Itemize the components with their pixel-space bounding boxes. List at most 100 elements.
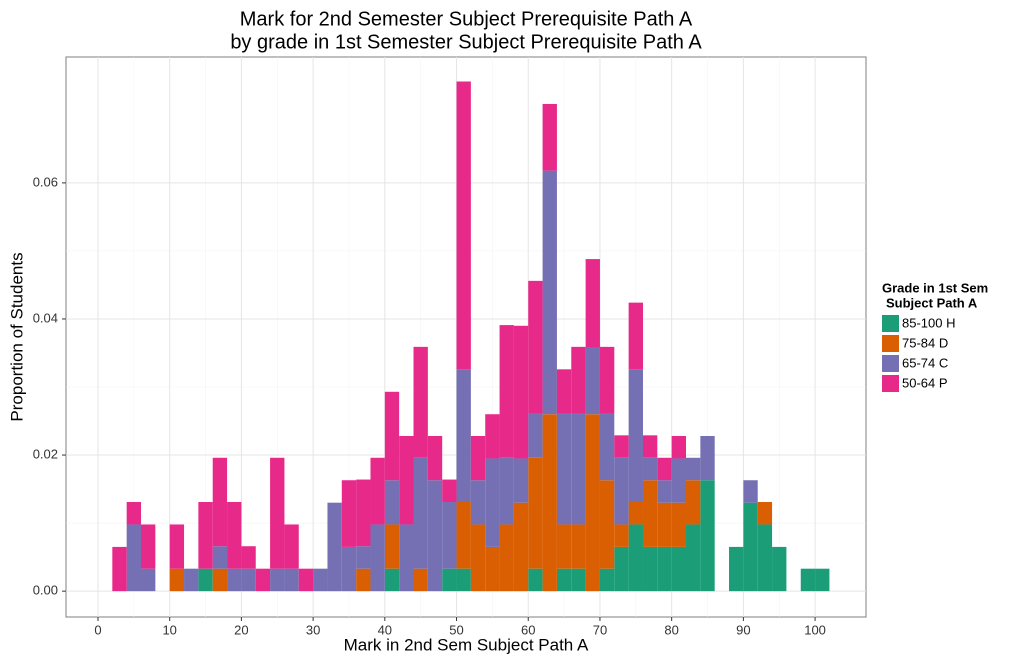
histogram-bar bbox=[686, 457, 701, 481]
histogram-bar bbox=[599, 346, 615, 414]
histogram-bar bbox=[757, 502, 773, 525]
histogram-bar bbox=[284, 524, 299, 569]
histogram-bar bbox=[513, 502, 529, 592]
histogram-bar bbox=[556, 524, 572, 569]
histogram-bar bbox=[528, 280, 543, 414]
histogram-bar bbox=[327, 502, 342, 592]
histogram-bar bbox=[399, 436, 414, 525]
histogram-bar bbox=[227, 568, 242, 592]
y-axis-title: Proportion of Students bbox=[7, 252, 26, 421]
histogram-bar bbox=[370, 457, 385, 525]
histogram-bar bbox=[198, 568, 213, 592]
histogram-bar bbox=[499, 457, 514, 525]
histogram-bar bbox=[571, 568, 586, 592]
histogram-bar bbox=[800, 568, 816, 592]
histogram-bar bbox=[599, 480, 615, 569]
histogram-bar bbox=[542, 414, 557, 592]
histogram-bar bbox=[169, 524, 185, 569]
x-tick-label: 90 bbox=[736, 622, 750, 637]
histogram-bar bbox=[743, 502, 758, 592]
histogram-bar bbox=[614, 546, 629, 592]
histogram-bar bbox=[470, 436, 486, 481]
chart-title: Mark for 2nd Semester Subject Prerequisi… bbox=[240, 8, 693, 30]
histogram-bar bbox=[485, 458, 500, 547]
histogram-bar bbox=[255, 568, 271, 592]
histogram-bar bbox=[313, 568, 328, 592]
histogram-bar bbox=[571, 413, 586, 525]
histogram-bar bbox=[513, 325, 529, 459]
histogram-bar bbox=[657, 502, 672, 547]
histogram-bar bbox=[427, 436, 443, 481]
histogram-bar bbox=[284, 568, 299, 592]
histogram-bar bbox=[585, 347, 600, 415]
x-tick-label: 100 bbox=[804, 622, 826, 637]
legend-label: 50-64 P bbox=[902, 375, 948, 390]
histogram-bar bbox=[442, 479, 457, 503]
histogram-bar bbox=[413, 457, 428, 569]
x-tick-label: 20 bbox=[234, 622, 248, 637]
x-tick-label: 0 bbox=[94, 622, 101, 637]
histogram-bar bbox=[184, 568, 199, 592]
histogram-bar bbox=[686, 480, 701, 525]
histogram-bar bbox=[141, 568, 156, 592]
histogram-bar bbox=[456, 568, 471, 592]
histogram-bar bbox=[427, 480, 443, 592]
histogram-bar bbox=[513, 458, 529, 503]
histogram-bar bbox=[270, 457, 285, 569]
histogram-bar bbox=[628, 369, 643, 503]
histogram-bar bbox=[671, 546, 687, 592]
histogram-bar bbox=[169, 568, 185, 592]
histogram-bar bbox=[571, 346, 586, 414]
histogram-bar bbox=[413, 346, 428, 458]
histogram-bar bbox=[599, 413, 615, 481]
legend-title: Subject Path A bbox=[886, 295, 978, 310]
histogram-bar bbox=[671, 436, 687, 459]
histogram-bar bbox=[384, 524, 400, 569]
legend-label: 65-74 C bbox=[902, 355, 948, 370]
histogram-bar bbox=[571, 524, 586, 569]
histogram-bar bbox=[657, 480, 672, 503]
histogram-bar bbox=[671, 458, 687, 503]
histogram-bar bbox=[198, 502, 213, 569]
histogram-bar bbox=[528, 413, 543, 458]
x-tick-label: 50 bbox=[449, 622, 463, 637]
histogram-bar bbox=[470, 524, 486, 592]
histogram-bar bbox=[212, 546, 228, 569]
chart-subtitle: by grade in 1st Semester Subject Prerequ… bbox=[230, 31, 702, 53]
histogram-bar bbox=[628, 524, 643, 592]
histogram-bar bbox=[413, 568, 428, 592]
histogram-bar bbox=[585, 259, 600, 348]
histogram-bar bbox=[815, 568, 830, 592]
histogram-bar bbox=[384, 391, 400, 481]
histogram-bar bbox=[686, 524, 701, 592]
histogram-bar bbox=[384, 480, 400, 525]
legend-swatch bbox=[882, 315, 899, 332]
histogram-bar bbox=[542, 103, 557, 171]
histogram-bar bbox=[442, 502, 457, 569]
y-tick-label: 0.02 bbox=[33, 446, 58, 461]
histogram-bar bbox=[743, 480, 758, 503]
histogram-bar bbox=[700, 480, 715, 592]
histogram-bar bbox=[212, 457, 228, 547]
x-tick-label: 10 bbox=[162, 622, 176, 637]
histogram-bar bbox=[585, 414, 600, 592]
histogram-bar bbox=[657, 457, 672, 481]
histogram-bar bbox=[227, 502, 242, 569]
histogram-bar bbox=[298, 568, 314, 592]
x-tick-label: 40 bbox=[378, 622, 392, 637]
histogram-bar bbox=[614, 524, 629, 547]
histogram-bar bbox=[341, 480, 357, 547]
x-tick-label: 30 bbox=[306, 622, 320, 637]
histogram-bar bbox=[485, 546, 500, 592]
histogram-bar bbox=[356, 568, 371, 592]
histogram-bar bbox=[356, 546, 371, 569]
histogram-bar bbox=[456, 81, 471, 370]
histogram-bar bbox=[241, 546, 256, 569]
histogram-bar bbox=[384, 568, 400, 592]
histogram-bar bbox=[126, 524, 142, 592]
histogram-bar bbox=[556, 568, 572, 592]
histogram-bar bbox=[729, 546, 744, 592]
x-tick-label: 60 bbox=[521, 622, 535, 637]
histogram-bar bbox=[614, 457, 629, 525]
histogram-bar bbox=[642, 457, 658, 481]
